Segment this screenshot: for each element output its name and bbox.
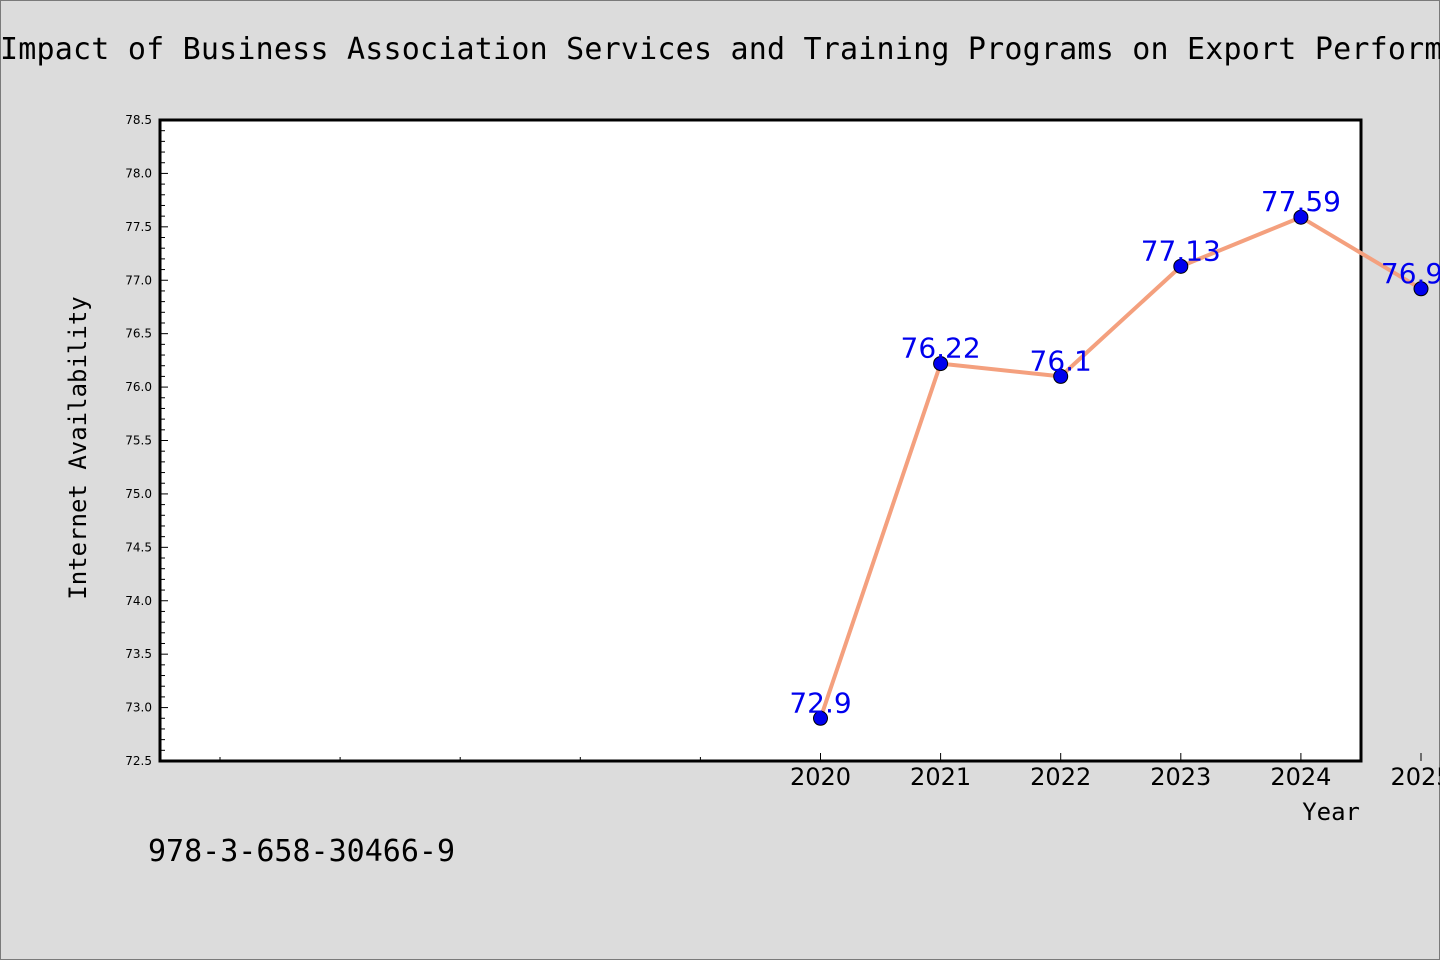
x-tick-label: 2020 [790,763,851,791]
data-point [933,356,949,372]
x-axis-label: Year [1302,798,1360,826]
data-point [1413,281,1429,297]
series-group: 72.9 76.22 76.1 77.13 77.59 76.92 [789,185,1440,726]
y-tick-label: 73.5 [125,647,152,661]
x-tick-label: 2022 [1030,763,1091,791]
data-point [1053,368,1069,384]
data-label: 72.9 [789,686,851,719]
y-axis: 72.5 73.0 73.5 74.0 74.5 75.0 75.5 76.0 76.5 77.0… [125,113,168,768]
x-tick-label: 2025 [1390,763,1440,791]
y-tick-label: 78.0 [125,166,152,180]
x-axis: 2020 2021 2022 2023 2024 2025 [219,753,1440,791]
y-tick-label: 76.0 [125,380,152,394]
data-label: 76.92 [1381,257,1440,290]
series-line [818,215,1423,719]
y-tick-label: 73.0 [125,701,152,715]
data-label: 77.59 [1261,185,1341,218]
isbn-text: 978-3-658-30466-9 [148,834,456,869]
y-axis-label: Internet Availability [64,296,92,599]
data-point [1293,209,1309,225]
y-tick-label: 76.5 [125,327,152,341]
data-label: 76.22 [901,332,981,365]
data-label: 76.1 [1030,344,1092,377]
x-tick-label: 2024 [1270,763,1331,791]
y-tick-label: 74.5 [125,540,152,554]
y-tick-label: 75.0 [125,487,152,501]
data-point [813,710,828,726]
y-tick-label: 77.0 [125,273,152,287]
y-tick-label: 74.0 [125,594,152,608]
y-tick-label: 75.5 [125,434,152,448]
x-tick-label: 2023 [1150,763,1211,791]
chart-title: Impact of Business Association Services … [0,32,1440,67]
data-label: 77.13 [1141,234,1221,267]
plot-area [158,118,1363,763]
y-tick-label: 72.5 [125,754,152,768]
x-tick-label: 2021 [910,763,971,791]
y-tick-label: 77.5 [125,220,152,234]
y-tick-label: 78.5 [125,113,152,127]
data-point [1173,258,1189,274]
